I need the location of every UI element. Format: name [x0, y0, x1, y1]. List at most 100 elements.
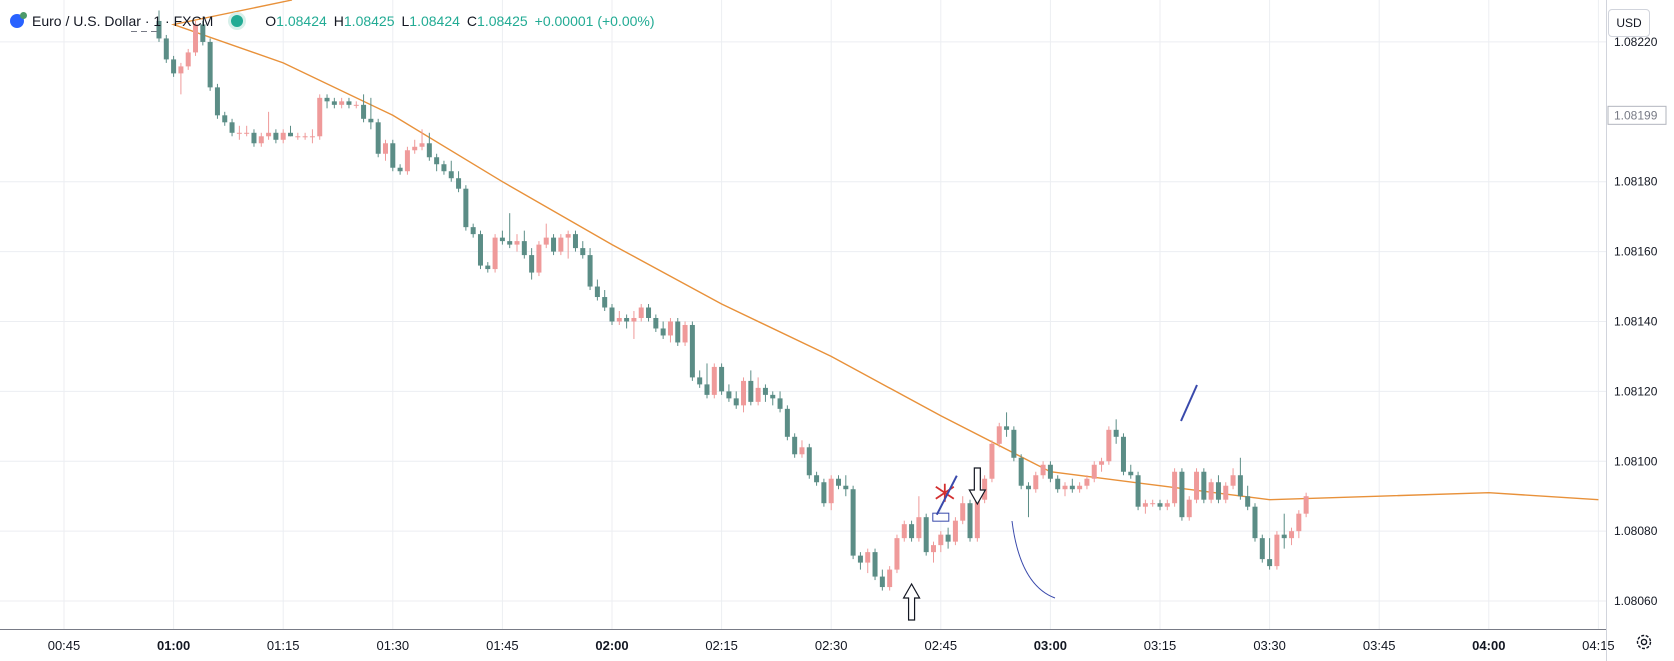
candle-body: [412, 146, 418, 151]
drawings-layer[interactable]: [902, 384, 1198, 621]
candle-body: [704, 384, 710, 395]
high-value: 1.08425: [343, 13, 395, 29]
candle-body: [1025, 485, 1031, 490]
close-value: 1.08425: [477, 13, 528, 29]
candle-body: [1259, 538, 1265, 560]
price-tick-label: 1.08080: [1614, 524, 1658, 538]
candle-body: [916, 517, 922, 539]
candle-body: [667, 321, 673, 336]
candle-body: [397, 167, 403, 172]
symbol-title[interactable]: Euro / U.S. Dollar · 1 · FXCM: [32, 13, 214, 29]
candle-body: [390, 143, 396, 168]
candle-body: [331, 101, 337, 105]
candle-body: [1120, 436, 1126, 472]
candle-body: [1215, 482, 1221, 500]
candle-body: [1084, 478, 1090, 486]
candle-body: [434, 157, 440, 165]
candle-body: [719, 366, 725, 392]
candle-body: [1267, 559, 1273, 567]
candle-body: [1004, 426, 1010, 430]
candle-body: [193, 24, 199, 53]
current-price-label: 1.08199: [1614, 108, 1658, 122]
open-value: 1.08424: [276, 13, 327, 29]
candle-body: [280, 132, 286, 140]
candle-body: [638, 307, 644, 318]
candle-body: [660, 328, 666, 336]
candle-body: [514, 241, 520, 245]
price-tick-label: 1.08120: [1614, 384, 1658, 398]
candle-body: [499, 237, 505, 242]
candle-body: [1091, 464, 1097, 479]
candle-body: [1303, 496, 1309, 514]
candle-body: [1179, 471, 1185, 518]
candle-body: [814, 475, 820, 483]
time-tick-label: 03:15: [1144, 638, 1177, 653]
time-tick-label: 02:30: [815, 638, 848, 653]
candles-layer: [156, 10, 1309, 591]
settings-button[interactable]: [1632, 630, 1656, 654]
time-tick-label: 01:45: [486, 638, 519, 653]
candle-body: [485, 265, 491, 270]
candle-body: [748, 380, 754, 402]
candle-body: [689, 324, 695, 378]
close-label: C: [466, 13, 478, 29]
price-tick-label: 1.08160: [1614, 245, 1658, 259]
candle-body: [901, 524, 907, 539]
candle-body: [1040, 464, 1046, 476]
time-tick-label: 04:00: [1472, 638, 1505, 653]
high-label: H: [333, 13, 344, 29]
up-arrow-marker: [902, 582, 921, 621]
candle-body: [624, 317, 630, 322]
candle-body: [616, 317, 622, 322]
candle-body: [857, 555, 863, 563]
candle-body: [580, 248, 586, 256]
time-tick-label: 04:15: [1582, 638, 1615, 653]
candle-body: [1150, 503, 1156, 505]
candle-body: [960, 503, 966, 521]
candle-body: [923, 517, 929, 553]
candle-body: [156, 20, 162, 39]
trend-line: [1180, 384, 1198, 422]
candle-body: [1033, 475, 1039, 490]
time-tick-label: 00:45: [48, 638, 81, 653]
candle-body: [609, 307, 615, 322]
candle-body: [1047, 464, 1053, 479]
candle-body: [1128, 471, 1134, 476]
candle-body: [441, 164, 447, 172]
candle-body: [1172, 471, 1178, 504]
candle-body: [967, 503, 973, 539]
trend-curve: [1011, 520, 1056, 599]
candle-body: [1099, 461, 1105, 465]
candle-body: [339, 101, 345, 105]
candle-body: [543, 237, 549, 245]
candle-body: [1201, 471, 1207, 500]
time-tick-label: 03:45: [1363, 638, 1396, 653]
candle-body: [229, 122, 235, 133]
low-value: 1.08424: [409, 13, 460, 29]
candle-body: [1237, 475, 1243, 497]
candle-body: [171, 59, 177, 74]
candle-body: [288, 132, 294, 137]
candle-body: [529, 255, 535, 273]
candle-body: [258, 136, 264, 144]
candle-body: [456, 178, 462, 189]
currency-button[interactable]: USD: [1608, 9, 1650, 37]
candle-body: [850, 489, 856, 556]
open-label: O: [265, 13, 277, 29]
candle-body: [266, 132, 272, 137]
candle-body: [324, 97, 330, 102]
candle-body: [1113, 429, 1119, 437]
candle-body: [843, 485, 849, 490]
candle-body: [222, 115, 228, 123]
candle-body: [558, 237, 564, 252]
price-tick-label: 1.08100: [1614, 454, 1658, 468]
candle-body: [1135, 475, 1141, 507]
time-tick-label: 01:15: [267, 638, 300, 653]
candle-body: [448, 171, 454, 179]
chart-legend: Euro / U.S. Dollar · 1 · FXCM O 1.08424 H…: [10, 10, 662, 32]
candle-body: [872, 552, 878, 577]
selection-rectangle: [932, 512, 950, 522]
candle-body: [572, 234, 578, 249]
